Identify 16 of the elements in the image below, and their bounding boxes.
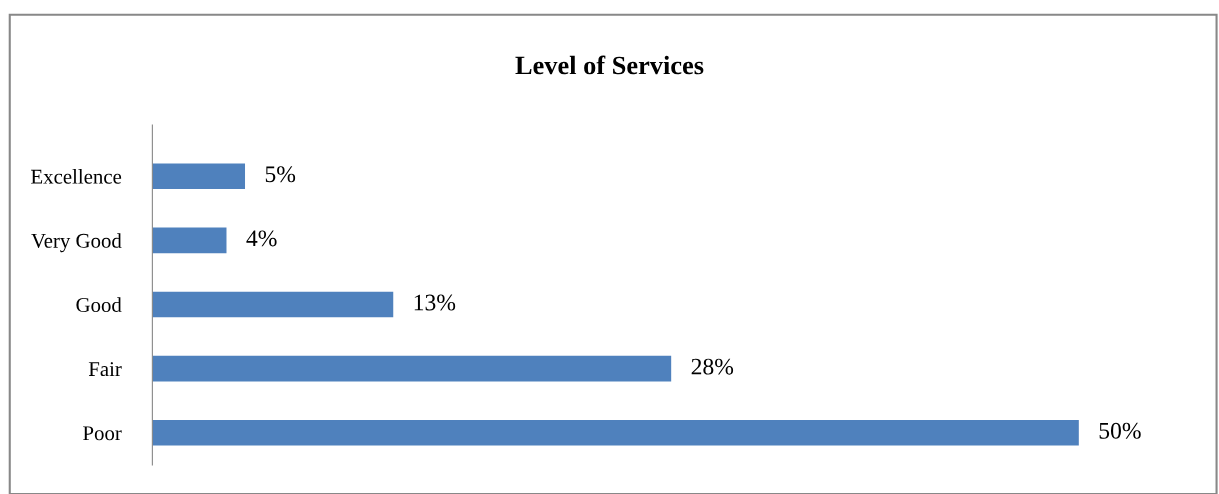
bar	[152, 163, 246, 190]
y-tick-label: Good	[76, 297, 122, 312]
data-label: 50%	[1099, 422, 1141, 439]
y-tick-label: Excellence	[31, 169, 122, 184]
y-tick-label: Fair	[88, 362, 122, 377]
data-label: 28%	[691, 358, 734, 375]
data-label: 5%	[265, 166, 296, 183]
bar	[152, 355, 672, 382]
bar	[152, 291, 394, 318]
y-tick-label: Very Good	[31, 233, 122, 253]
y-tick-label: Poor	[83, 426, 122, 441]
data-label: 13%	[414, 294, 456, 311]
bar	[152, 227, 227, 254]
chart-title: Level of Services	[515, 55, 704, 75]
bar	[152, 419, 1079, 446]
data-label: 4%	[246, 230, 277, 247]
